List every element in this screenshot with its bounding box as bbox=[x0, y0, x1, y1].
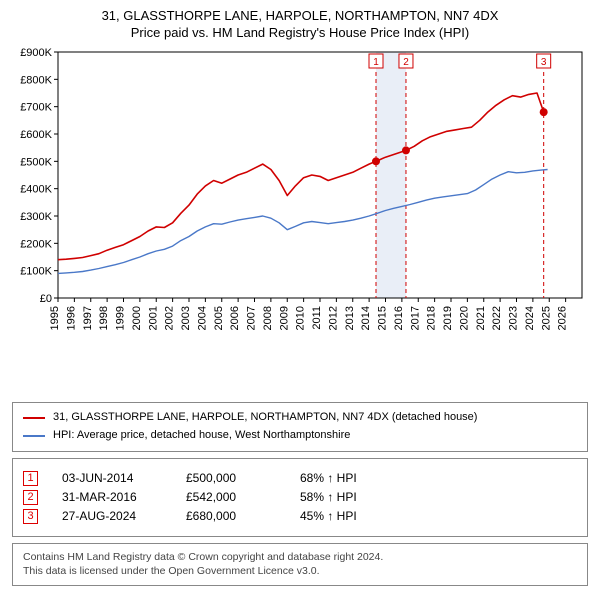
svg-text:2018: 2018 bbox=[426, 306, 438, 330]
svg-text:£300K: £300K bbox=[20, 211, 52, 223]
event-date: 27-AUG-2024 bbox=[62, 509, 162, 523]
svg-text:2019: 2019 bbox=[442, 306, 454, 330]
event-marker: 2 bbox=[23, 490, 38, 505]
svg-text:£900K: £900K bbox=[20, 48, 52, 59]
svg-text:£600K: £600K bbox=[20, 129, 52, 141]
title-address: 31, GLASSTHORPE LANE, HARPOLE, NORTHAMPT… bbox=[12, 8, 588, 23]
svg-text:2: 2 bbox=[403, 57, 409, 68]
line-chart: £0 £100K £200K £300K £400K £500K £600K £700K £80… bbox=[12, 48, 588, 348]
svg-text:2026: 2026 bbox=[557, 306, 569, 330]
svg-text:£0: £0 bbox=[40, 293, 52, 305]
event-annotation: 45% ↑ HPI bbox=[300, 509, 357, 523]
event-price: £500,000 bbox=[186, 471, 276, 485]
svg-text:2009: 2009 bbox=[278, 306, 290, 330]
event-price: £542,000 bbox=[186, 490, 276, 504]
svg-text:2011: 2011 bbox=[311, 306, 323, 330]
svg-text:2002: 2002 bbox=[164, 306, 176, 330]
legend-label: 31, GLASSTHORPE LANE, HARPOLE, NORTHAMPT… bbox=[53, 409, 477, 427]
svg-text:1996: 1996 bbox=[65, 306, 77, 330]
svg-text:£400K: £400K bbox=[20, 184, 52, 196]
footnote-line1: Contains HM Land Registry data © Crown c… bbox=[23, 550, 577, 565]
svg-text:2014: 2014 bbox=[360, 306, 372, 330]
page-root: 31, GLASSTHORPE LANE, HARPOLE, NORTHAMPT… bbox=[0, 0, 600, 590]
svg-text:2015: 2015 bbox=[377, 306, 389, 330]
svg-text:1997: 1997 bbox=[82, 306, 94, 330]
svg-text:2008: 2008 bbox=[262, 306, 274, 330]
event-table: 1 03-JUN-2014 £500,000 68% ↑ HPI 2 31-MAR-201… bbox=[12, 458, 588, 537]
svg-text:2005: 2005 bbox=[213, 306, 225, 330]
legend-swatch bbox=[23, 417, 45, 419]
event-date: 31-MAR-2016 bbox=[62, 490, 162, 504]
svg-text:2023: 2023 bbox=[508, 306, 520, 330]
svg-text:2004: 2004 bbox=[196, 306, 208, 330]
footnote: Contains HM Land Registry data © Crown c… bbox=[12, 543, 588, 586]
svg-text:1998: 1998 bbox=[98, 306, 110, 330]
legend: 31, GLASSTHORPE LANE, HARPOLE, NORTHAMPT… bbox=[12, 402, 588, 451]
legend-label: HPI: Average price, detached house, West… bbox=[53, 427, 350, 445]
svg-text:2024: 2024 bbox=[524, 306, 536, 330]
svg-text:2000: 2000 bbox=[131, 306, 143, 330]
svg-text:£800K: £800K bbox=[20, 74, 52, 86]
title-block: 31, GLASSTHORPE LANE, HARPOLE, NORTHAMPT… bbox=[12, 8, 588, 40]
svg-text:2020: 2020 bbox=[458, 306, 470, 330]
event-marker: 1 bbox=[23, 471, 38, 486]
event-marker: 3 bbox=[23, 509, 38, 524]
title-subtitle: Price paid vs. HM Land Registry's House … bbox=[12, 25, 588, 40]
svg-text:£700K: £700K bbox=[20, 102, 52, 114]
svg-text:1: 1 bbox=[373, 57, 379, 68]
event-row: 3 27-AUG-2024 £680,000 45% ↑ HPI bbox=[23, 509, 577, 524]
svg-text:£500K: £500K bbox=[20, 156, 52, 168]
legend-swatch bbox=[23, 435, 45, 437]
legend-item: 31, GLASSTHORPE LANE, HARPOLE, NORTHAMPT… bbox=[23, 409, 577, 427]
svg-text:2010: 2010 bbox=[295, 306, 307, 330]
svg-text:1999: 1999 bbox=[115, 306, 127, 330]
svg-text:1995: 1995 bbox=[49, 306, 61, 330]
svg-text:2022: 2022 bbox=[491, 306, 503, 330]
svg-text:2016: 2016 bbox=[393, 306, 405, 330]
svg-text:2007: 2007 bbox=[246, 306, 258, 330]
event-price: £680,000 bbox=[186, 509, 276, 523]
svg-text:2025: 2025 bbox=[540, 306, 552, 330]
svg-text:2003: 2003 bbox=[180, 306, 192, 330]
event-annotation: 58% ↑ HPI bbox=[300, 490, 357, 504]
legend-item: HPI: Average price, detached house, West… bbox=[23, 427, 577, 445]
svg-text:3: 3 bbox=[541, 57, 547, 68]
svg-text:2001: 2001 bbox=[147, 306, 159, 330]
footnote-line2: This data is licensed under the Open Gov… bbox=[23, 564, 577, 579]
svg-text:2017: 2017 bbox=[409, 306, 421, 330]
event-date: 03-JUN-2014 bbox=[62, 471, 162, 485]
event-row: 1 03-JUN-2014 £500,000 68% ↑ HPI bbox=[23, 471, 577, 486]
chart-area: £0 £100K £200K £300K £400K £500K £600K £700K £80… bbox=[12, 48, 588, 396]
event-annotation: 68% ↑ HPI bbox=[300, 471, 357, 485]
svg-text:2013: 2013 bbox=[344, 306, 356, 330]
svg-text:2021: 2021 bbox=[475, 306, 487, 330]
svg-text:£100K: £100K bbox=[20, 266, 52, 278]
svg-text:£200K: £200K bbox=[20, 238, 52, 250]
svg-text:2012: 2012 bbox=[327, 306, 339, 330]
event-row: 2 31-MAR-2016 £542,000 58% ↑ HPI bbox=[23, 490, 577, 505]
svg-text:2006: 2006 bbox=[229, 306, 241, 330]
